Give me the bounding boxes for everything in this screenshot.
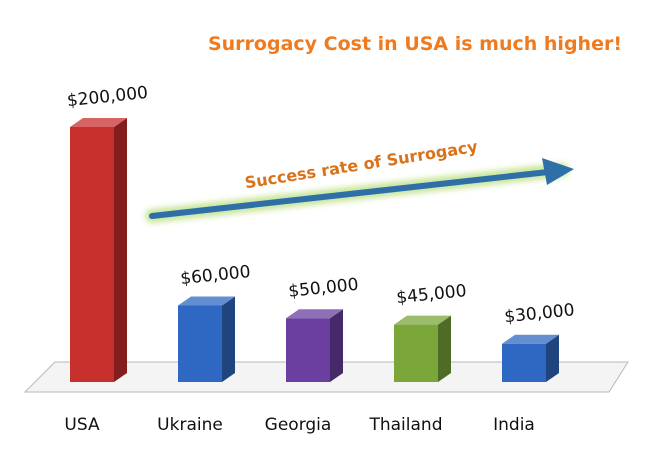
bar-thailand <box>394 315 451 382</box>
bar-front-face <box>178 305 222 382</box>
bar-front-face <box>394 324 438 382</box>
category-labels-group: USA Ukraine Georgia Thailand India <box>64 415 534 435</box>
data-label: $45,000 <box>395 281 467 308</box>
bar-side-face <box>546 334 559 382</box>
bar-georgia <box>286 309 343 382</box>
data-label: $50,000 <box>287 275 359 302</box>
data-label: $200,000 <box>66 83 149 111</box>
trend-arrow-head <box>542 158 574 185</box>
data-labels-group: $200,000 $60,000 $50,000 $45,000 $30,000 <box>66 83 575 328</box>
bar-india <box>502 334 559 382</box>
bar-top-face <box>70 118 127 127</box>
data-label: $60,000 <box>179 262 251 289</box>
bar-side-face <box>222 296 235 382</box>
bar-top-face <box>502 334 559 344</box>
bar-ukraine <box>178 296 235 382</box>
bar-front-face <box>70 127 114 382</box>
bars-group <box>70 118 559 382</box>
trend-annotation: Success rate of Surrogacy <box>145 137 574 223</box>
category-label: Thailand <box>368 415 442 435</box>
category-label: USA <box>64 415 100 435</box>
bar-top-face <box>286 309 343 319</box>
category-label: Georgia <box>265 415 332 435</box>
category-label: India <box>493 415 535 435</box>
trend-arrow-line <box>149 169 551 219</box>
bar-front-face <box>502 343 546 382</box>
bar-usa <box>70 118 127 382</box>
data-label: $30,000 <box>503 300 575 327</box>
bar-side-face <box>114 118 127 382</box>
chart-title: Surrogacy Cost in USA is much higher! <box>208 33 622 55</box>
bar-top-face <box>178 296 235 306</box>
category-label: Ukraine <box>157 415 223 435</box>
bar-side-face <box>330 309 343 382</box>
bar-top-face <box>394 315 451 325</box>
bar-side-face <box>438 315 451 382</box>
bar-front-face <box>286 318 330 382</box>
